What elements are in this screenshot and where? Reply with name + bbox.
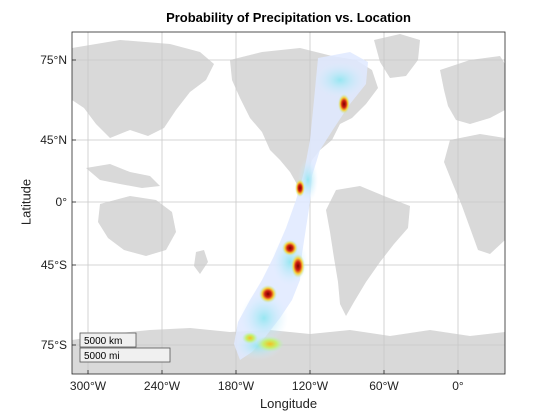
scale-bar-km-box	[79, 332, 137, 348]
scale-bar-km-label: 5000 km	[84, 336, 122, 347]
x-tick-label: 60°W	[369, 379, 399, 393]
scale-bar-mi-label: 5000 mi	[84, 351, 120, 362]
y-tick-label: 45°S	[40, 258, 67, 272]
landmass-new-zealand	[194, 250, 208, 274]
y-tick-label: 75°S	[40, 338, 67, 352]
y-tick-label: 0°	[55, 195, 67, 209]
axes-box	[71, 31, 506, 375]
landmass-south-america	[326, 186, 410, 316]
x-tick-label: 180°W	[217, 379, 255, 393]
y-tick-label: 45°N	[40, 133, 67, 147]
tick-marks	[72, 59, 459, 374]
x-tick-label: 240°W	[143, 379, 181, 393]
y-axis-label: Latitude	[18, 178, 34, 226]
landmass-australia	[98, 196, 176, 256]
hotspot-south-pacific-3	[259, 285, 277, 303]
scale-bar: 5000 km 5000 mi	[79, 332, 171, 363]
landmass-greenland	[374, 34, 420, 78]
hotspot-south-pacific-2	[291, 254, 305, 278]
landmass-asia	[72, 40, 214, 138]
chart-title: Probability of Precipitation vs. Locatio…	[166, 10, 411, 25]
precip-band	[234, 52, 368, 360]
hotspot-antarctic-coast	[256, 336, 284, 352]
x-tick-label: 120°W	[291, 379, 329, 393]
landmass-indonesia	[86, 164, 160, 188]
x-tick-label: 300°W	[69, 379, 107, 393]
landmass-antarctica	[72, 328, 505, 374]
scale-bar-mi-box	[79, 347, 171, 363]
x-axis-label: Longitude	[259, 396, 318, 411]
landmass-africa	[444, 134, 505, 254]
graticule	[72, 32, 505, 374]
hotspot-south-pacific-1	[282, 240, 298, 256]
hotspots	[242, 94, 350, 352]
hotspot-labrador	[338, 94, 350, 114]
hotspot-antarctic-west	[242, 332, 258, 344]
hotspot-equatorial	[295, 179, 305, 197]
y-tick-label: 75°N	[40, 53, 67, 67]
landmass-europe	[440, 56, 505, 124]
x-tick-label: 0°	[452, 379, 464, 393]
